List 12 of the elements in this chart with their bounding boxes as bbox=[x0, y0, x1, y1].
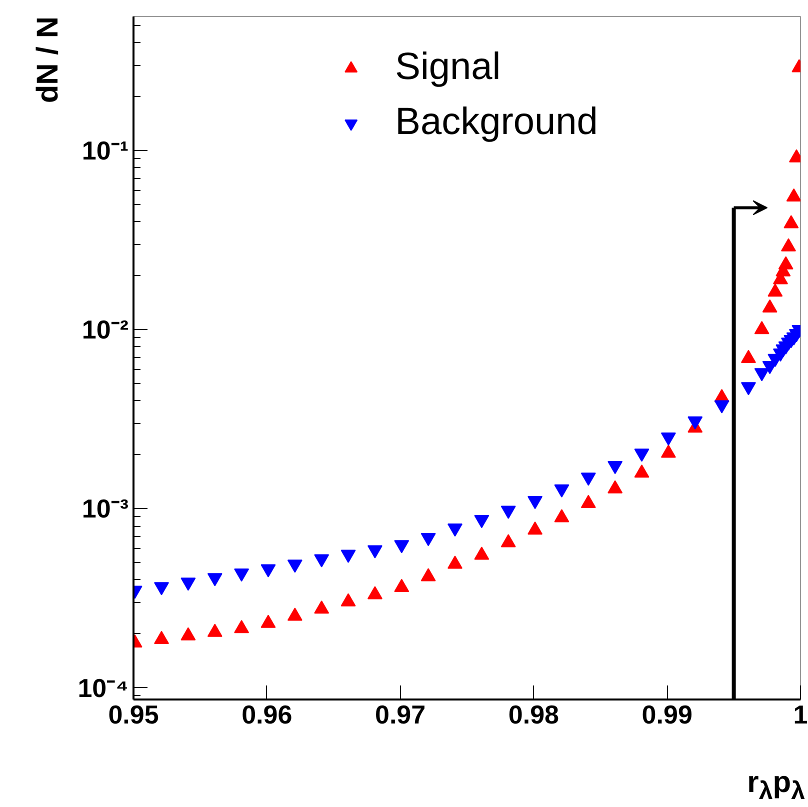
legend-label: Background bbox=[395, 101, 598, 144]
x-tick-label: 0.96 bbox=[242, 700, 292, 730]
x-tick-label: 0.98 bbox=[508, 700, 560, 730]
y-tick-label: 10⁻³ bbox=[82, 494, 129, 524]
x-axis-title: r$_{λ}$p$_{λ}$ bbox=[747, 765, 805, 807]
x-tick-label: 1 bbox=[793, 700, 808, 730]
y-tick-label: 10⁻² bbox=[82, 314, 129, 345]
y-tick-label: 10⁻¹ bbox=[82, 135, 128, 166]
x-tick-label: 0.99 bbox=[642, 700, 692, 730]
legend-label: Signal bbox=[395, 46, 501, 89]
y-axis-title: dN / N bbox=[32, 16, 64, 104]
x-tick-label: 0.97 bbox=[375, 700, 426, 730]
